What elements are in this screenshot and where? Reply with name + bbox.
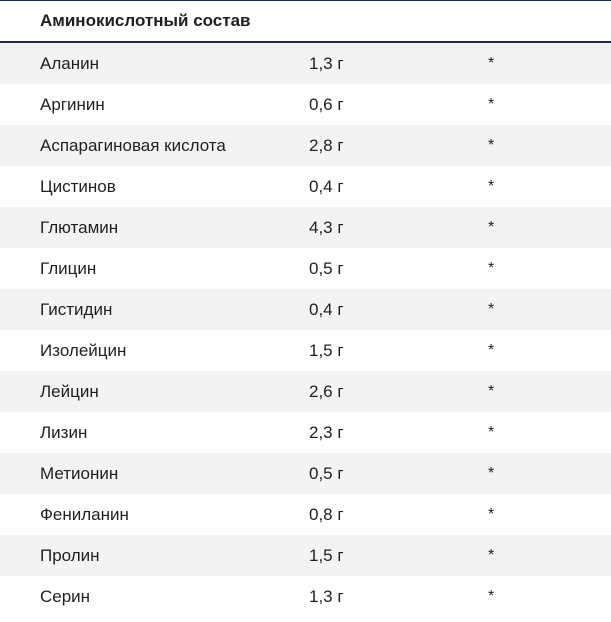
table-row: Глютамин 4,3 г *: [0, 207, 611, 248]
amino-acid-amount: 4,3 г: [309, 217, 344, 237]
table-row: Аргинин 0,6 г *: [0, 84, 611, 125]
amino-acid-amount: 1,5 г: [309, 340, 344, 360]
amino-acid-amount: 0,5 г: [309, 258, 344, 278]
amino-acid-amount: 0,8 г: [309, 504, 344, 524]
table-row: Фениланин 0,8 г *: [0, 494, 611, 535]
amino-acid-name: Глицин: [40, 258, 97, 278]
table-body: Аланин 1,3 г * Аргинин 0,6 г * Аспарагин…: [0, 43, 611, 617]
amino-acid-name: Гистидин: [40, 299, 113, 319]
top-divider: [0, 0, 611, 1]
amino-acid-amount: 1,3 г: [309, 586, 344, 606]
amino-acid-name: Изолейцин: [40, 340, 127, 360]
footnote-mark: *: [488, 54, 495, 72]
amino-acid-name: Глютамин: [40, 217, 119, 237]
amino-acid-amount: 0,6 г: [309, 94, 344, 114]
amino-acid-name: Аспарагиновая кислота: [40, 135, 226, 155]
amino-acid-amount: 0,4 г: [309, 176, 344, 196]
amino-acid-name: Пролин: [40, 545, 100, 565]
footnote-mark: *: [488, 177, 495, 195]
table-row: Серин 1,3 г *: [0, 576, 611, 617]
amino-acid-amount: 2,8 г: [309, 135, 344, 155]
amino-acid-name: Лизин: [40, 422, 88, 442]
footnote-mark: *: [488, 95, 495, 113]
amino-acid-amount: 0,4 г: [309, 299, 344, 319]
amino-acid-name: Аргинин: [40, 94, 105, 114]
table-row: Цистинов 0,4 г *: [0, 166, 611, 207]
footnote-mark: *: [488, 300, 495, 318]
amino-acid-amount: 1,5 г: [309, 545, 344, 565]
amino-acid-amount: 0,5 г: [309, 463, 344, 483]
footnote-mark: *: [488, 423, 495, 441]
footnote-mark: *: [488, 218, 495, 236]
table-row: Изолейцин 1,5 г *: [0, 330, 611, 371]
table-header: Аминокислотный состав: [0, 1, 611, 43]
table-row: Лизин 2,3 г *: [0, 412, 611, 453]
footnote-mark: *: [488, 259, 495, 277]
table-row: Аланин 1,3 г *: [0, 43, 611, 84]
table-row: Пролин 1,5 г *: [0, 535, 611, 576]
footnote-mark: *: [488, 464, 495, 482]
footnote-mark: *: [488, 341, 495, 359]
footnote-mark: *: [488, 505, 495, 523]
amino-acid-name: Цистинов: [40, 176, 116, 196]
amino-acid-name: Лейцин: [40, 381, 99, 401]
footnote-mark: *: [488, 546, 495, 564]
footnote-mark: *: [488, 136, 495, 154]
footnote-mark: *: [488, 382, 495, 400]
table-row: Гистидин 0,4 г *: [0, 289, 611, 330]
table-row: Метионин 0,5 г *: [0, 453, 611, 494]
table-row: Лейцин 2,6 г *: [0, 371, 611, 412]
amino-acid-name: Аланин: [40, 53, 99, 73]
table-title: Аминокислотный состав: [40, 11, 251, 30]
footnote-mark: *: [488, 587, 495, 605]
table-row: Аспарагиновая кислота 2,8 г *: [0, 125, 611, 166]
amino-acid-name: Фениланин: [40, 504, 129, 524]
amino-acid-amount: 2,6 г: [309, 381, 344, 401]
amino-acid-amount: 1,3 г: [309, 53, 344, 73]
amino-acid-name: Серин: [40, 586, 91, 606]
table-row: Глицин 0,5 г *: [0, 248, 611, 289]
amino-acid-name: Метионин: [40, 463, 119, 483]
amino-acid-amount: 2,3 г: [309, 422, 344, 442]
